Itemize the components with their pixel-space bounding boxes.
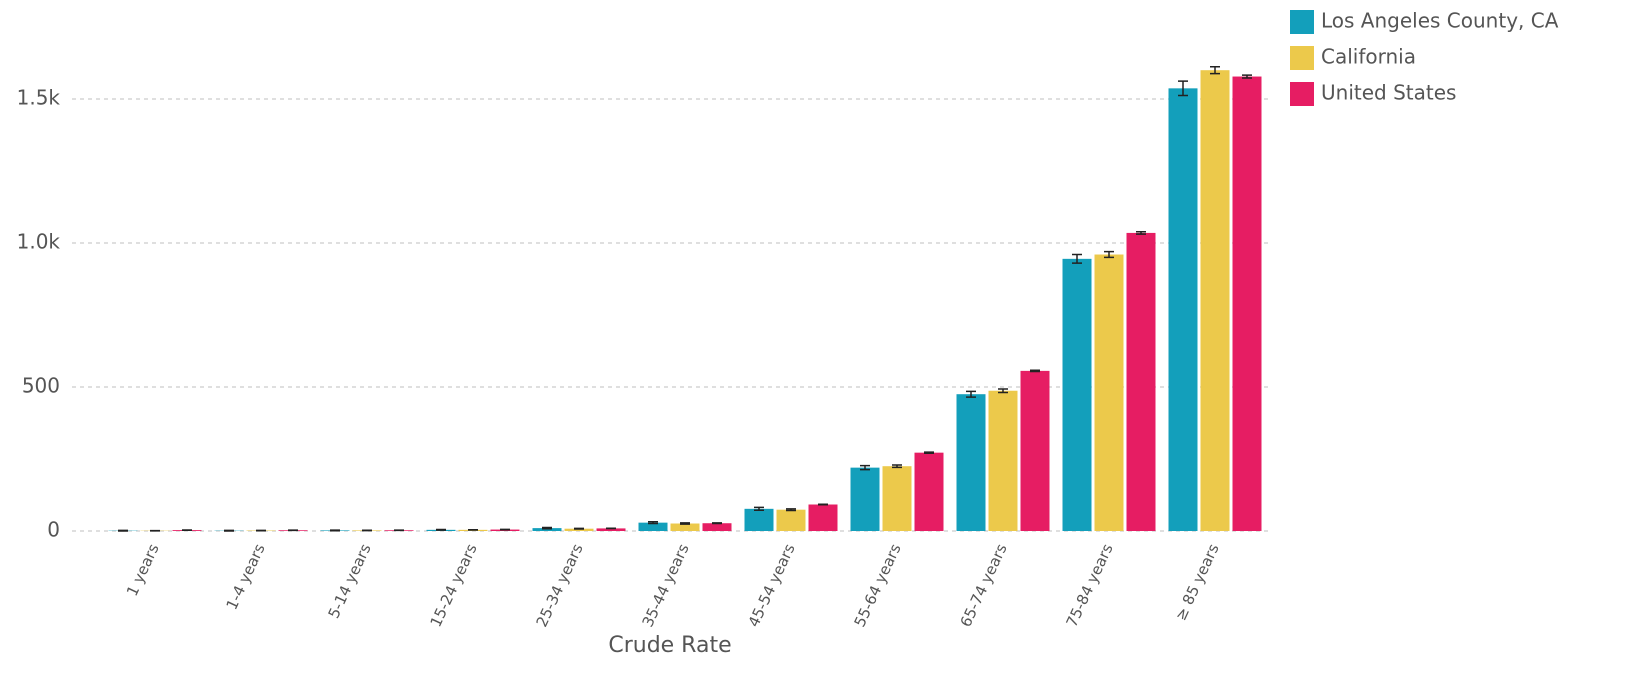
legend-swatch [1290, 10, 1314, 34]
legend-label: United States [1321, 81, 1456, 105]
x-tick-label: 1-4 years [223, 541, 269, 613]
bar [1126, 232, 1156, 532]
error-bar [1178, 80, 1188, 97]
bar [1232, 76, 1262, 531]
legend-label: Los Angeles County, CA [1321, 9, 1559, 33]
bar [1168, 88, 1198, 532]
x-axis-title: Crude Rate [608, 633, 731, 658]
bar [808, 504, 838, 531]
bar [882, 466, 912, 531]
error-bar [892, 464, 902, 469]
error-bar [1030, 369, 1040, 373]
error-bar [998, 388, 1008, 394]
x-tick-label: 35-44 years [639, 541, 693, 630]
bar [596, 528, 626, 531]
bar [744, 508, 774, 531]
x-tick-label: 15-24 years [427, 541, 481, 630]
error-bar [818, 503, 828, 506]
error-bar [924, 451, 934, 454]
x-tick-label: 25-34 years [533, 541, 587, 630]
error-bar [966, 390, 976, 398]
x-tick-label: 45-54 years [745, 541, 799, 630]
legend-swatch [1290, 46, 1314, 70]
bar [1200, 70, 1230, 531]
bar [532, 528, 562, 531]
error-bar [1104, 250, 1114, 259]
error-bar [574, 527, 584, 530]
error-bar [436, 528, 446, 531]
error-bar [1136, 231, 1146, 235]
y-tick-label: 1.0k [17, 230, 61, 254]
bar [850, 467, 880, 531]
error-bar [1210, 65, 1220, 75]
legend-swatch [1290, 82, 1314, 106]
error-bar [542, 526, 552, 530]
error-bar [224, 529, 234, 532]
bar [1062, 258, 1092, 531]
error-bar [118, 529, 128, 532]
x-tick-label: 65-74 years [957, 541, 1011, 630]
error-bar [330, 529, 340, 532]
bar [702, 523, 732, 531]
error-bar [860, 464, 870, 471]
x-tick-label: ≥ 85 years [1172, 541, 1223, 624]
error-bar [680, 522, 690, 525]
x-tick-label: 75-84 years [1063, 541, 1117, 630]
bar [670, 523, 700, 531]
error-bar [786, 508, 796, 512]
error-bar [754, 506, 764, 512]
error-bar [648, 521, 658, 525]
bar [564, 528, 594, 531]
x-tick-label: 5-14 years [325, 541, 375, 621]
bar [988, 390, 1018, 531]
legend-label: California [1321, 45, 1416, 69]
error-bar [1242, 74, 1252, 79]
bar [776, 509, 806, 531]
bar [638, 522, 668, 531]
x-tick-label: 1 years [123, 541, 163, 599]
bar [956, 394, 986, 531]
y-tick-label: 1.5k [17, 86, 61, 110]
y-tick-label: 0 [47, 518, 60, 542]
y-tick-label: 500 [22, 374, 60, 398]
bar [914, 452, 944, 531]
bar [1020, 370, 1050, 531]
error-bar [1072, 253, 1082, 264]
bar [1094, 254, 1124, 531]
error-bar [712, 522, 722, 525]
x-tick-label: 55-64 years [851, 541, 905, 630]
